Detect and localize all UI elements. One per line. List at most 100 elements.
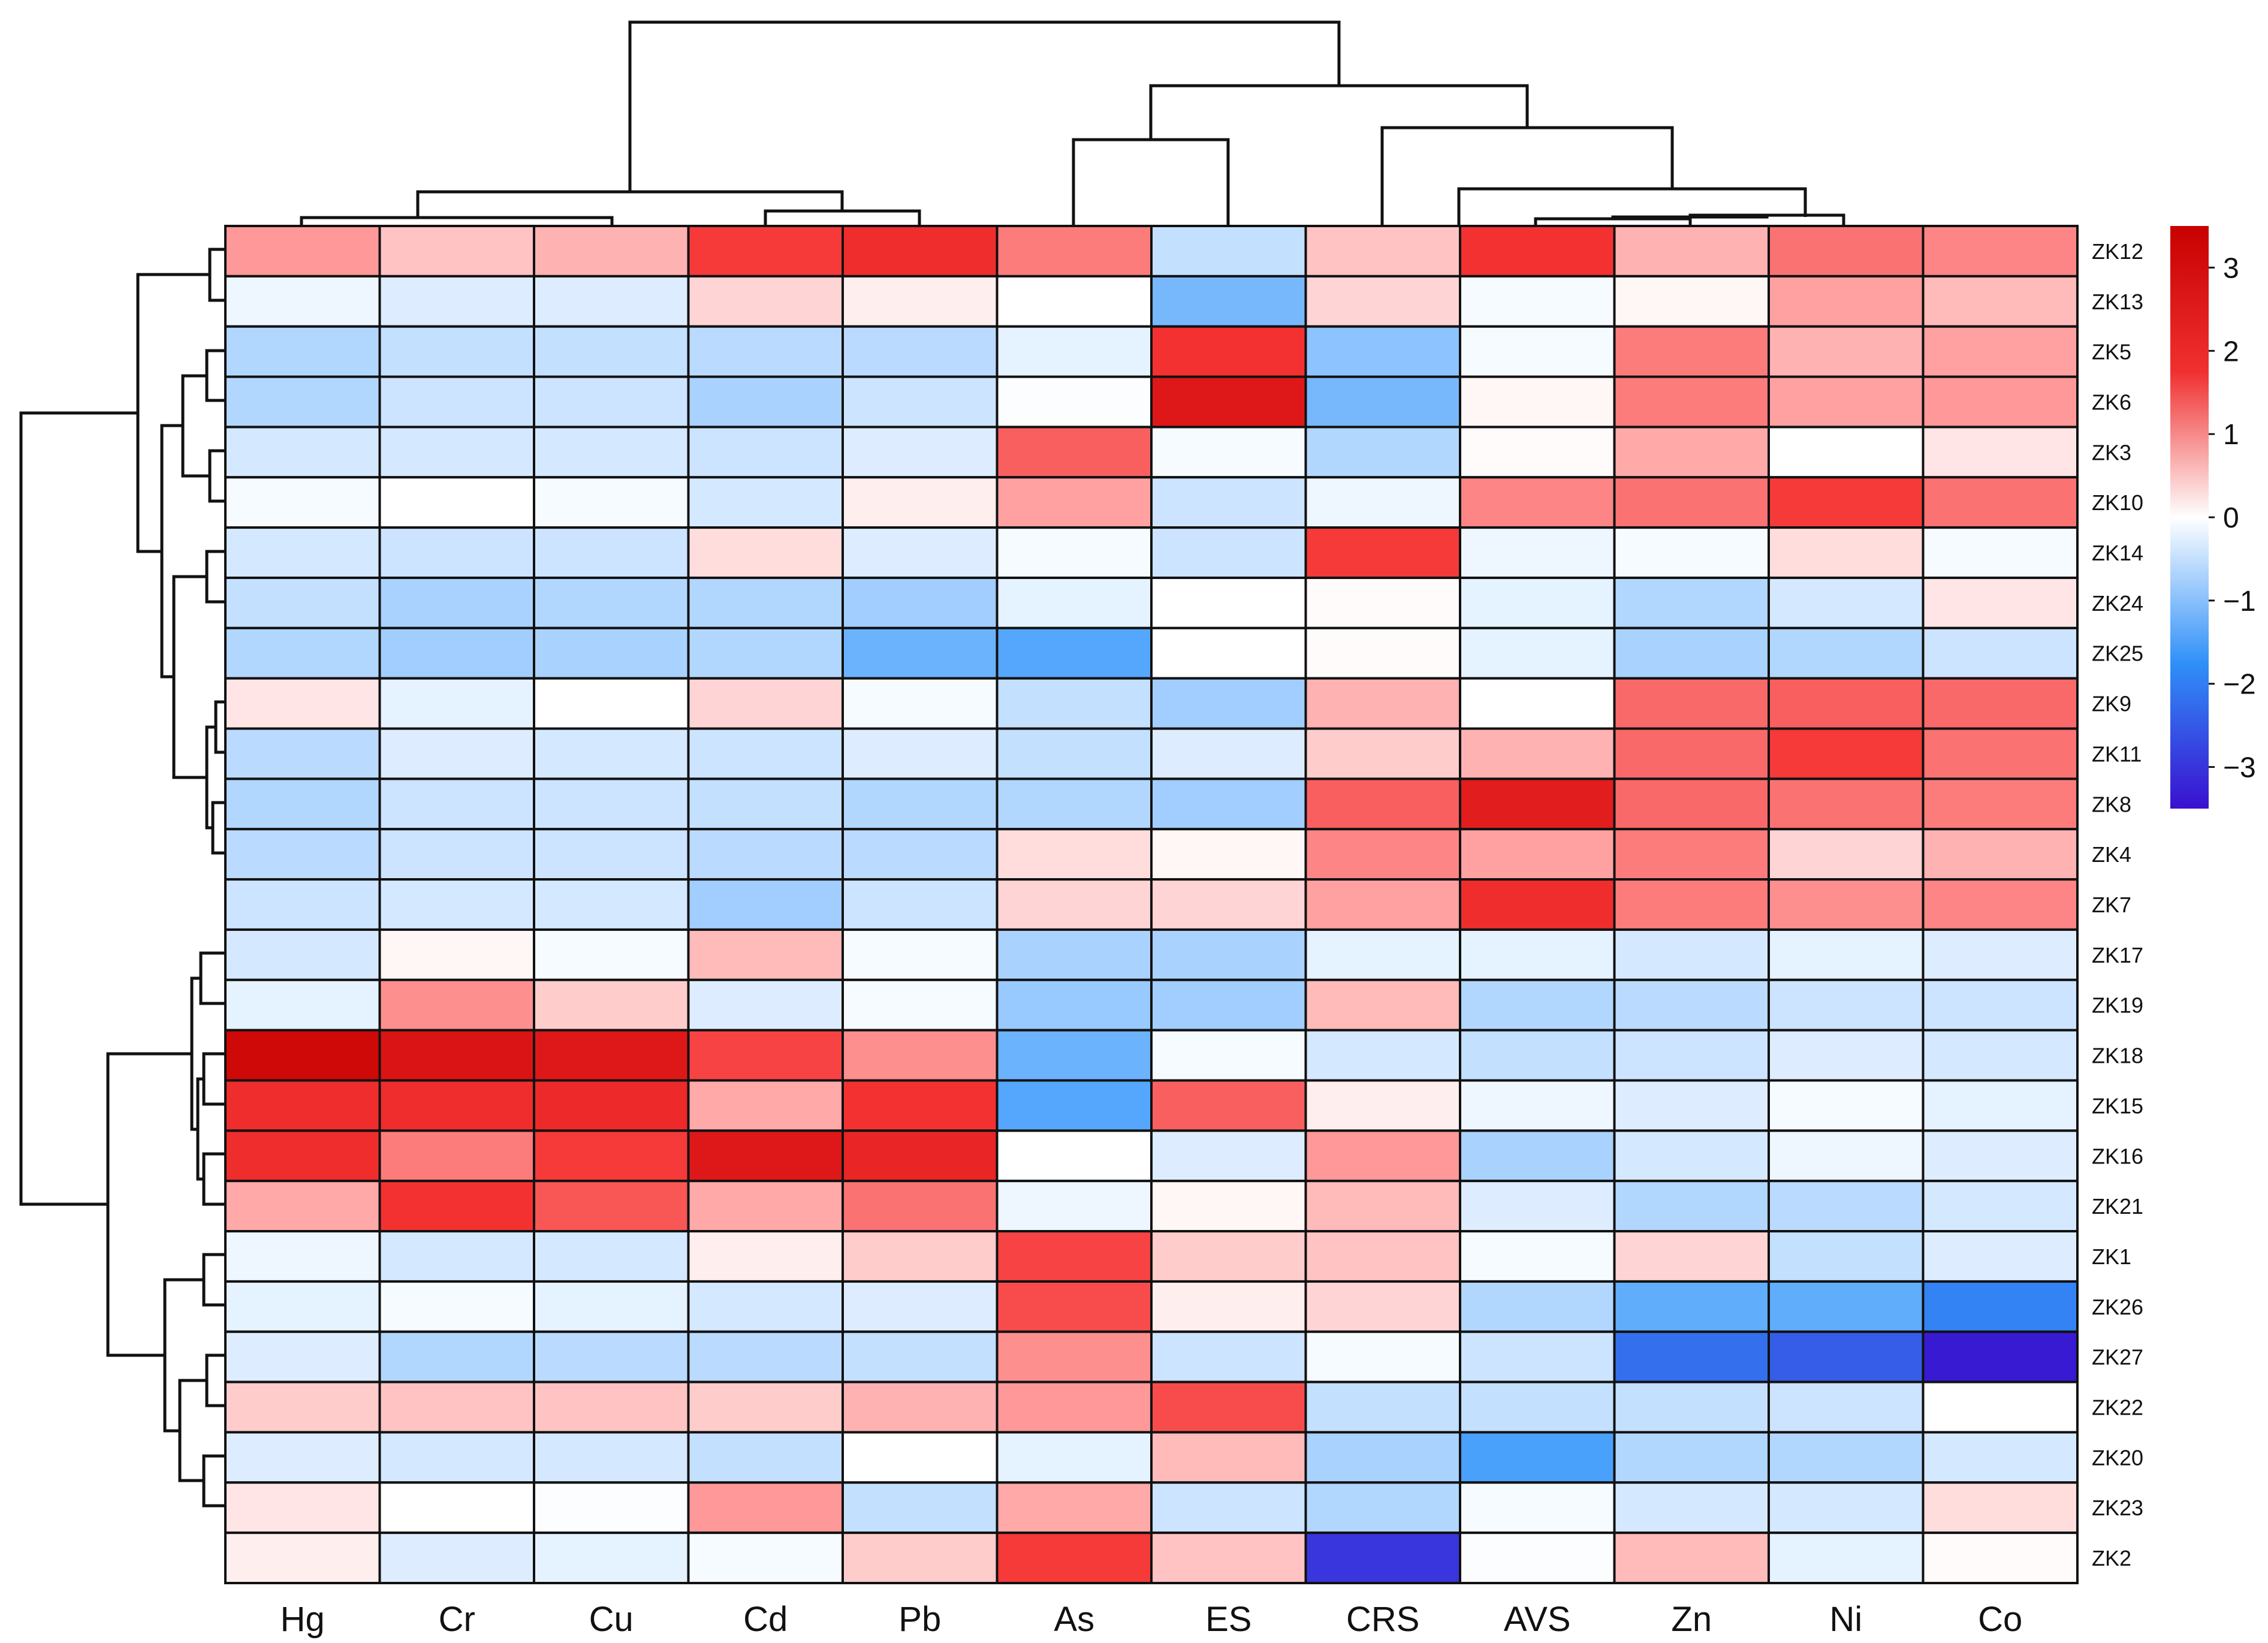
cell-ZK25-Hg	[224, 626, 381, 680]
cell-ZK15-AVS	[1459, 1079, 1616, 1132]
cell-ZK10-CRS	[1304, 476, 1461, 529]
cell-ZK23-As	[996, 1481, 1153, 1535]
cell-ZK27-AVS	[1459, 1330, 1616, 1383]
cell-ZK9-As	[996, 677, 1153, 730]
cell-ZK22-Hg	[224, 1380, 381, 1434]
row-label-ZK2: ZK2	[2092, 1546, 2131, 1570]
row-label-ZK17: ZK17	[2092, 943, 2143, 967]
cell-ZK14-Co	[1922, 526, 2079, 579]
cell-ZK8-Cu	[533, 777, 690, 831]
cell-ZK8-ES	[1150, 777, 1307, 831]
row-label-ZK23: ZK23	[2092, 1496, 2143, 1520]
cell-ZK18-Pb	[842, 1029, 999, 1082]
cell-ZK12-Cd	[687, 225, 844, 278]
cell-ZK26-As	[996, 1280, 1153, 1333]
cell-ZK16-Cu	[533, 1129, 690, 1183]
cell-ZK9-Hg	[224, 677, 381, 730]
cell-ZK19-Zn	[1613, 978, 1770, 1032]
cell-ZK5-ES	[1150, 325, 1307, 378]
cell-ZK26-Cu	[533, 1280, 690, 1333]
cell-ZK1-Hg	[224, 1230, 381, 1283]
cell-ZK7-AVS	[1459, 878, 1616, 931]
cell-ZK12-Pb	[842, 225, 999, 278]
cell-ZK20-Cd	[687, 1431, 844, 1484]
cell-ZK9-ES	[1150, 677, 1307, 730]
cell-ZK24-Co	[1922, 576, 2079, 629]
cell-ZK23-Ni	[1768, 1481, 1925, 1535]
row-label-ZK25: ZK25	[2092, 641, 2143, 666]
cell-ZK25-Zn	[1613, 626, 1770, 680]
cell-ZK1-AVS	[1459, 1230, 1616, 1283]
cell-ZK10-Co	[1922, 476, 2079, 529]
legend-tick-label: 1	[2223, 419, 2239, 451]
color-legend: 3 2 1 0 −1 −2 −3	[2170, 226, 2256, 809]
cell-ZK27-Pb	[842, 1330, 999, 1383]
cell-ZK25-Pb	[842, 626, 999, 680]
cell-ZK26-AVS	[1459, 1280, 1616, 1333]
cell-ZK27-ES	[1150, 1330, 1307, 1383]
cell-ZK11-Co	[1922, 727, 2079, 780]
cell-ZK8-As	[996, 777, 1153, 831]
row-dendrogram	[19, 248, 225, 1508]
row-label-ZK1: ZK1	[2092, 1244, 2131, 1269]
cell-ZK4-CRS	[1304, 828, 1461, 881]
cell-ZK23-Cr	[378, 1481, 535, 1535]
cell-ZK22-CRS	[1304, 1380, 1461, 1434]
cell-ZK17-Co	[1922, 928, 2079, 981]
cell-ZK22-AVS	[1459, 1380, 1616, 1434]
color-legend-ticks: 3 2 1 0 −1 −2 −3	[2209, 252, 2256, 784]
cell-ZK25-Cd	[687, 626, 844, 680]
cell-ZK25-Cr	[378, 626, 535, 680]
cell-ZK16-Cr	[378, 1129, 535, 1183]
cell-ZK16-Ni	[1768, 1129, 1925, 1183]
cell-ZK6-Cr	[378, 375, 535, 429]
cell-ZK12-AVS	[1459, 225, 1616, 278]
cell-ZK27-CRS	[1304, 1330, 1461, 1383]
cell-ZK7-Ni	[1768, 878, 1925, 931]
cell-ZK14-ES	[1150, 526, 1307, 579]
cell-ZK10-Cd	[687, 476, 844, 529]
row-label-ZK10: ZK10	[2092, 490, 2143, 515]
cell-ZK25-AVS	[1459, 626, 1616, 680]
cell-ZK5-Cd	[687, 325, 844, 378]
cell-ZK16-Pb	[842, 1129, 999, 1183]
cell-ZK10-Cu	[533, 476, 690, 529]
cell-ZK22-Cr	[378, 1380, 535, 1434]
cell-ZK27-As	[996, 1330, 1153, 1383]
cell-ZK8-Cd	[687, 777, 844, 831]
legend-tick-label: 3	[2223, 252, 2239, 284]
cell-ZK4-Ni	[1768, 828, 1925, 881]
cell-ZK3-As	[996, 426, 1153, 479]
cell-ZK24-AVS	[1459, 576, 1616, 629]
cell-ZK20-Cu	[533, 1431, 690, 1484]
cell-ZK9-Ni	[1768, 677, 1925, 730]
cell-ZK12-ES	[1150, 225, 1307, 278]
cell-ZK21-Hg	[224, 1180, 381, 1233]
cell-ZK2-CRS	[1304, 1532, 1461, 1584]
cell-ZK4-Zn	[1613, 828, 1770, 881]
cell-ZK22-Zn	[1613, 1380, 1770, 1434]
row-label-ZK6: ZK6	[2092, 390, 2131, 414]
cell-ZK4-Cu	[533, 828, 690, 881]
cell-ZK14-CRS	[1304, 526, 1461, 579]
cell-ZK8-AVS	[1459, 777, 1616, 831]
column-label-Zn: Zn	[1671, 1600, 1712, 1639]
row-label-ZK22: ZK22	[2092, 1395, 2143, 1420]
cell-ZK3-Hg	[224, 426, 381, 479]
cell-ZK19-Ni	[1768, 978, 1925, 1032]
cell-ZK16-Hg	[224, 1129, 381, 1183]
cell-ZK4-ES	[1150, 828, 1307, 881]
cell-ZK24-Hg	[224, 576, 381, 629]
cell-ZK11-Pb	[842, 727, 999, 780]
cell-ZK10-Pb	[842, 476, 999, 529]
cell-ZK10-ES	[1150, 476, 1307, 529]
cell-ZK2-Cr	[378, 1532, 535, 1584]
cell-ZK15-Pb	[842, 1079, 999, 1132]
cell-ZK19-Hg	[224, 978, 381, 1032]
cell-ZK24-Ni	[1768, 576, 1925, 629]
cell-ZK2-AVS	[1459, 1532, 1616, 1584]
cell-ZK5-Zn	[1613, 325, 1770, 378]
cell-ZK19-As	[996, 978, 1153, 1032]
cell-ZK16-ES	[1150, 1129, 1307, 1183]
